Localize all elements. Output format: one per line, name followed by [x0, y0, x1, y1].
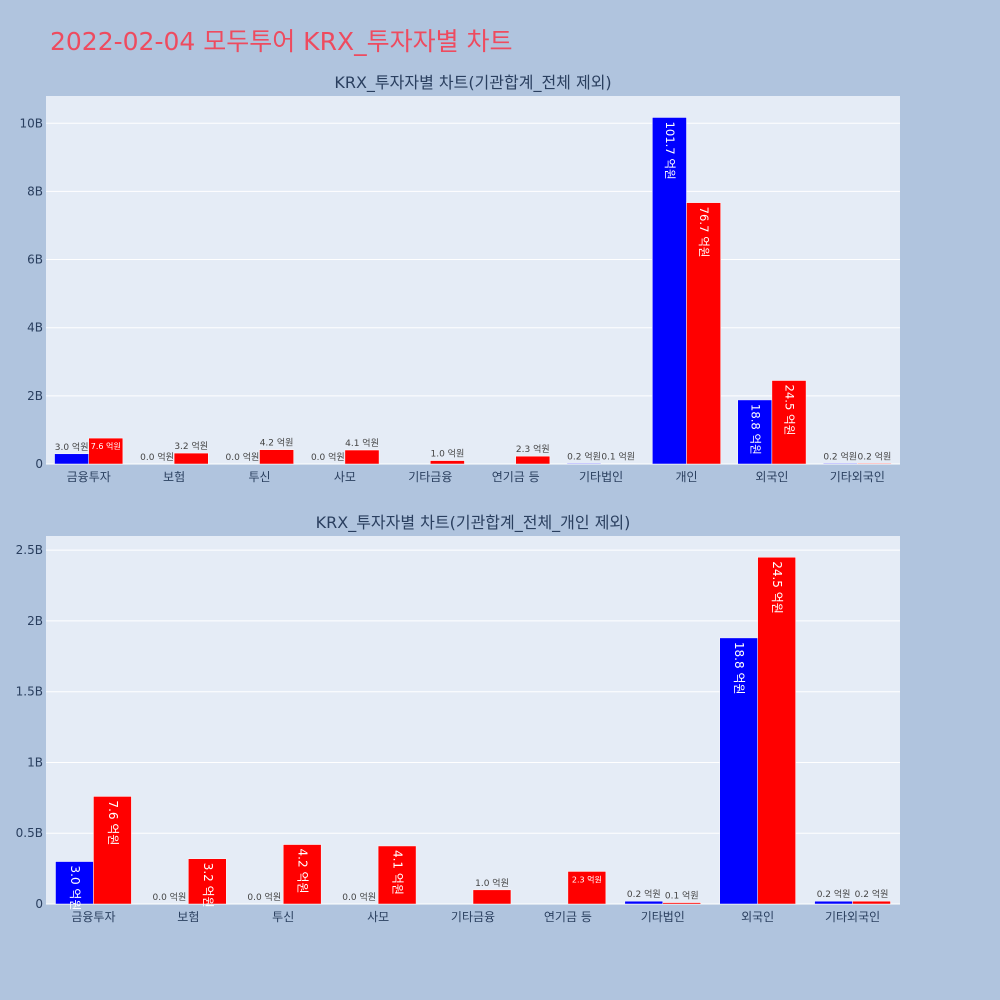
data-label: 0.2 억원 — [855, 888, 889, 900]
data-label: 3.2 억원 — [201, 863, 215, 908]
bar-sell — [515, 455, 551, 465]
data-label: 0.0 억원 — [152, 891, 186, 903]
data-label: 101.7 억원 — [663, 121, 677, 179]
x-tick-label: 기타금융 — [451, 910, 495, 924]
bar-buy — [822, 463, 858, 465]
y-tick-label: 1.5B — [16, 685, 43, 699]
bar-sell — [757, 556, 796, 905]
data-label: 76.7 억원 — [697, 207, 711, 258]
data-label: 1.0 억원 — [475, 877, 509, 889]
y-tick-label: 2B — [27, 389, 43, 403]
data-label: 7.6 억원 — [106, 800, 120, 845]
data-label: 0.0 억원 — [226, 451, 260, 463]
bar-sell — [259, 449, 294, 465]
data-label: 2.3 억원 — [572, 874, 602, 884]
bar-sell — [430, 460, 465, 465]
bar-sell — [771, 380, 807, 465]
x-tick-label: 개인 — [675, 470, 697, 484]
data-label: 4.1 억원 — [391, 850, 405, 895]
chart-2-title: KRX_투자자별 차트(기관합계_전체_개인 제외) — [316, 513, 631, 533]
x-tick-label: 연기금 등 — [492, 470, 540, 484]
data-label: 2.3 억원 — [516, 443, 550, 455]
bar-sell — [686, 202, 721, 465]
data-label: 4.2 억원 — [296, 849, 310, 894]
bar-sell — [173, 452, 209, 465]
x-tick-label: 투신 — [248, 470, 270, 484]
bar-sell — [662, 902, 701, 905]
x-tick-label: 금융투자 — [67, 470, 111, 484]
x-tick-label: 보험 — [177, 910, 199, 924]
bar-buy — [624, 900, 664, 905]
bar-sell — [88, 437, 124, 465]
bar-buy — [814, 900, 853, 905]
data-label: 0.0 억원 — [342, 891, 376, 903]
data-label: 24.5 억원 — [782, 385, 796, 436]
x-tick-label: 기타외국인 — [825, 910, 880, 924]
data-label: 7.6 억원 — [91, 441, 121, 451]
x-tick-label: 기타외국인 — [830, 470, 885, 484]
data-label: 24.5 억원 — [770, 561, 784, 614]
data-label: 0.1 억원 — [601, 451, 635, 463]
data-label: 0.2 억원 — [817, 888, 851, 900]
y-tick-label: 1B — [27, 755, 43, 769]
page-title: 2022-02-04 모두투어 KRX_투자자별 차트 — [50, 27, 513, 56]
x-tick-label: 외국인 — [741, 910, 774, 924]
data-label: 0.0 억원 — [247, 891, 281, 903]
bar-sell — [188, 858, 227, 905]
x-tick-label: 보험 — [163, 470, 185, 484]
bar-sell — [282, 844, 322, 905]
y-tick-label: 6B — [27, 253, 43, 267]
x-tick-label: 사모 — [367, 910, 389, 924]
x-tick-label: 기타법인 — [579, 470, 623, 484]
bar-sell — [93, 796, 132, 905]
bar-sell — [567, 871, 607, 905]
bar-sell — [472, 889, 512, 905]
y-tick-label: 0.5B — [16, 826, 43, 840]
x-tick-label: 사모 — [334, 470, 356, 484]
data-label: 4.2 억원 — [260, 437, 294, 449]
y-tick-label: 8B — [27, 184, 43, 198]
bar-buy — [566, 463, 602, 465]
bar-buy — [54, 453, 89, 465]
data-label: 3.2 억원 — [174, 440, 208, 452]
y-tick-label: 10B — [19, 116, 43, 130]
data-label: 1.0 억원 — [431, 448, 465, 460]
y-tick-label: 4B — [27, 321, 43, 335]
bar-buy — [55, 861, 94, 905]
bar-sell — [377, 845, 417, 905]
x-tick-label: 연기금 등 — [544, 910, 592, 924]
bar-sell — [857, 463, 892, 465]
y-tick-label: 0 — [35, 897, 43, 911]
data-label: 18.8 억원 — [732, 642, 746, 695]
y-tick-label: 2B — [27, 614, 43, 628]
chart-1-title: KRX_투자자별 차트(기관합계_전체 제외) — [334, 73, 611, 93]
data-label: 0.0 억원 — [140, 451, 174, 463]
data-label: 4.1 억원 — [345, 437, 379, 449]
data-label: 0.2 억원 — [567, 450, 601, 462]
data-label: 3.0 억원 — [55, 441, 89, 453]
data-label: 0.2 억원 — [858, 450, 892, 462]
data-label: 0.0 억원 — [311, 451, 345, 463]
x-tick-label: 기타금융 — [408, 470, 452, 484]
bar-buy — [737, 399, 773, 465]
data-label: 0.2 억원 — [823, 450, 857, 462]
x-tick-label: 투신 — [272, 910, 294, 924]
data-label: 18.8 억원 — [748, 404, 762, 455]
x-tick-label: 외국인 — [755, 470, 788, 484]
chart-top: KRX_투자자별 차트(기관합계_전체 제외) 0 2B 4B 6B 8B 10B 금융투자 보… — [19, 73, 900, 484]
bar-sell — [344, 449, 380, 465]
data-label: 0.2 억원 — [627, 888, 661, 900]
y-tick-label: 2.5B — [16, 543, 43, 557]
x-tick-label: 금융투자 — [71, 910, 115, 924]
x-tick-label: 기타법인 — [641, 910, 685, 924]
bar-sell — [852, 900, 891, 905]
y-tick-label: 0 — [35, 457, 43, 471]
data-label: 3.0 억원 — [68, 866, 82, 911]
bar-buy — [719, 637, 758, 905]
chart-bottom: KRX_투자자별 차트(기관합계_전체_개인 제외) 0 0.5B 1B 1.5B 2B 2… — [16, 513, 900, 924]
data-label: 0.1 억원 — [665, 890, 699, 902]
